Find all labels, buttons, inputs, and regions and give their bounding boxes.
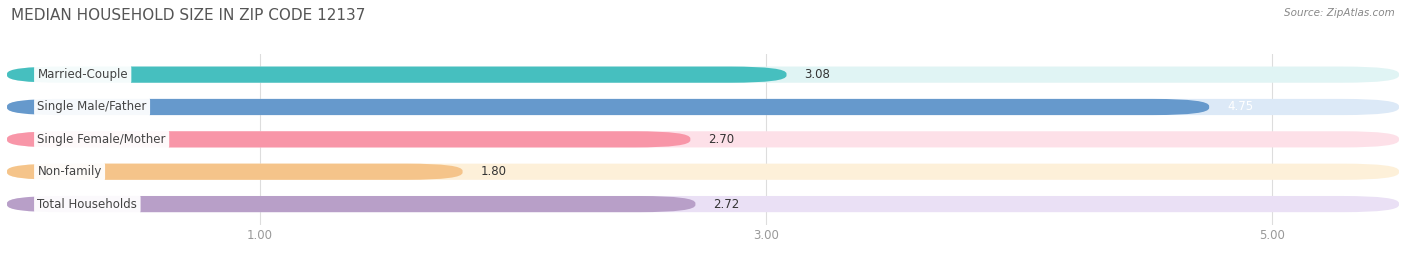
Text: Total Households: Total Households xyxy=(38,198,138,211)
Text: MEDIAN HOUSEHOLD SIZE IN ZIP CODE 12137: MEDIAN HOUSEHOLD SIZE IN ZIP CODE 12137 xyxy=(11,8,366,23)
Text: 1.80: 1.80 xyxy=(481,165,506,178)
FancyBboxPatch shape xyxy=(7,196,696,212)
FancyBboxPatch shape xyxy=(7,99,1399,115)
Text: 4.75: 4.75 xyxy=(1227,100,1253,113)
Text: 3.08: 3.08 xyxy=(804,68,830,81)
Text: Married-Couple: Married-Couple xyxy=(38,68,128,81)
FancyBboxPatch shape xyxy=(7,196,1399,212)
FancyBboxPatch shape xyxy=(7,66,1399,83)
FancyBboxPatch shape xyxy=(7,164,1399,180)
FancyBboxPatch shape xyxy=(7,164,463,180)
Text: 2.72: 2.72 xyxy=(713,198,740,211)
FancyBboxPatch shape xyxy=(7,131,1399,147)
Text: Source: ZipAtlas.com: Source: ZipAtlas.com xyxy=(1284,8,1395,18)
Text: Single Female/Mother: Single Female/Mother xyxy=(38,133,166,146)
Text: 2.70: 2.70 xyxy=(709,133,734,146)
FancyBboxPatch shape xyxy=(7,66,786,83)
Text: Single Male/Father: Single Male/Father xyxy=(38,100,146,113)
FancyBboxPatch shape xyxy=(7,99,1209,115)
FancyBboxPatch shape xyxy=(7,131,690,147)
Text: Non-family: Non-family xyxy=(38,165,101,178)
